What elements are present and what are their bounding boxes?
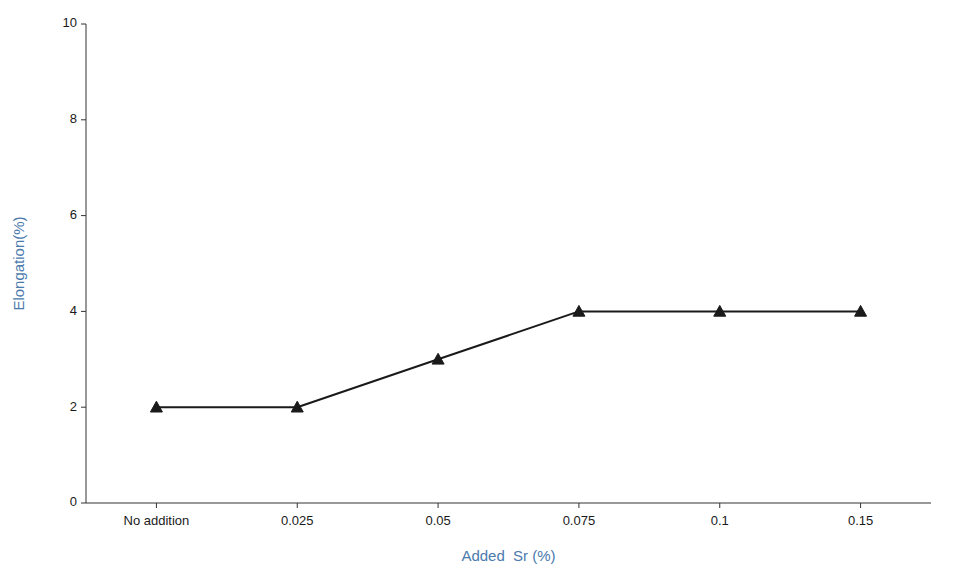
marker xyxy=(573,305,585,316)
y-tick xyxy=(81,503,86,504)
x-tick-label: 0.075 xyxy=(563,513,596,528)
series xyxy=(150,305,866,412)
marker xyxy=(291,401,303,412)
x-axis-label: Added Sr (%) xyxy=(461,547,555,564)
chart-container: 0 2 4 6 8 10 No addition 0.025 0.05 0.075 0.1 0.15 A… xyxy=(0,0,961,577)
chart: 0 2 4 6 8 10 No addition 0.025 0.05 0.075 0.1 0.15 A… xyxy=(0,0,961,577)
y-axis-line xyxy=(86,24,87,503)
y-tick-label: 10 xyxy=(63,15,77,30)
axes: 0 2 4 6 8 10 No addition 0.025 0.05 0.075 0.1 0.15 xyxy=(63,15,931,528)
y-tick xyxy=(81,24,86,25)
x-tick-label: No addition xyxy=(124,513,190,528)
x-tick-label: 0.05 xyxy=(425,513,450,528)
marker xyxy=(855,305,867,316)
y-tick-label: 2 xyxy=(70,399,77,414)
y-tick-label: 0 xyxy=(70,494,77,509)
y-tick-label: 6 xyxy=(70,207,77,222)
line xyxy=(156,311,860,407)
y-tick xyxy=(81,311,86,312)
x-tick xyxy=(297,503,298,508)
x-axis-line xyxy=(86,503,931,504)
marker xyxy=(150,401,162,412)
x-tick xyxy=(860,503,861,508)
marker xyxy=(432,353,444,364)
y-tick-label: 4 xyxy=(70,303,77,318)
y-tick xyxy=(81,215,86,216)
x-tick-label: 0.025 xyxy=(281,513,314,528)
y-tick xyxy=(81,407,86,408)
y-tick xyxy=(81,119,86,120)
x-tick xyxy=(438,503,439,508)
x-tick xyxy=(578,503,579,508)
marker xyxy=(714,305,726,316)
y-axis-label: Elongation(%) xyxy=(10,216,27,310)
y-tick-label: 8 xyxy=(70,111,77,126)
x-tick xyxy=(156,503,157,508)
x-tick xyxy=(719,503,720,508)
x-tick-label: 0.1 xyxy=(711,513,729,528)
x-tick-label: 0.15 xyxy=(848,513,873,528)
